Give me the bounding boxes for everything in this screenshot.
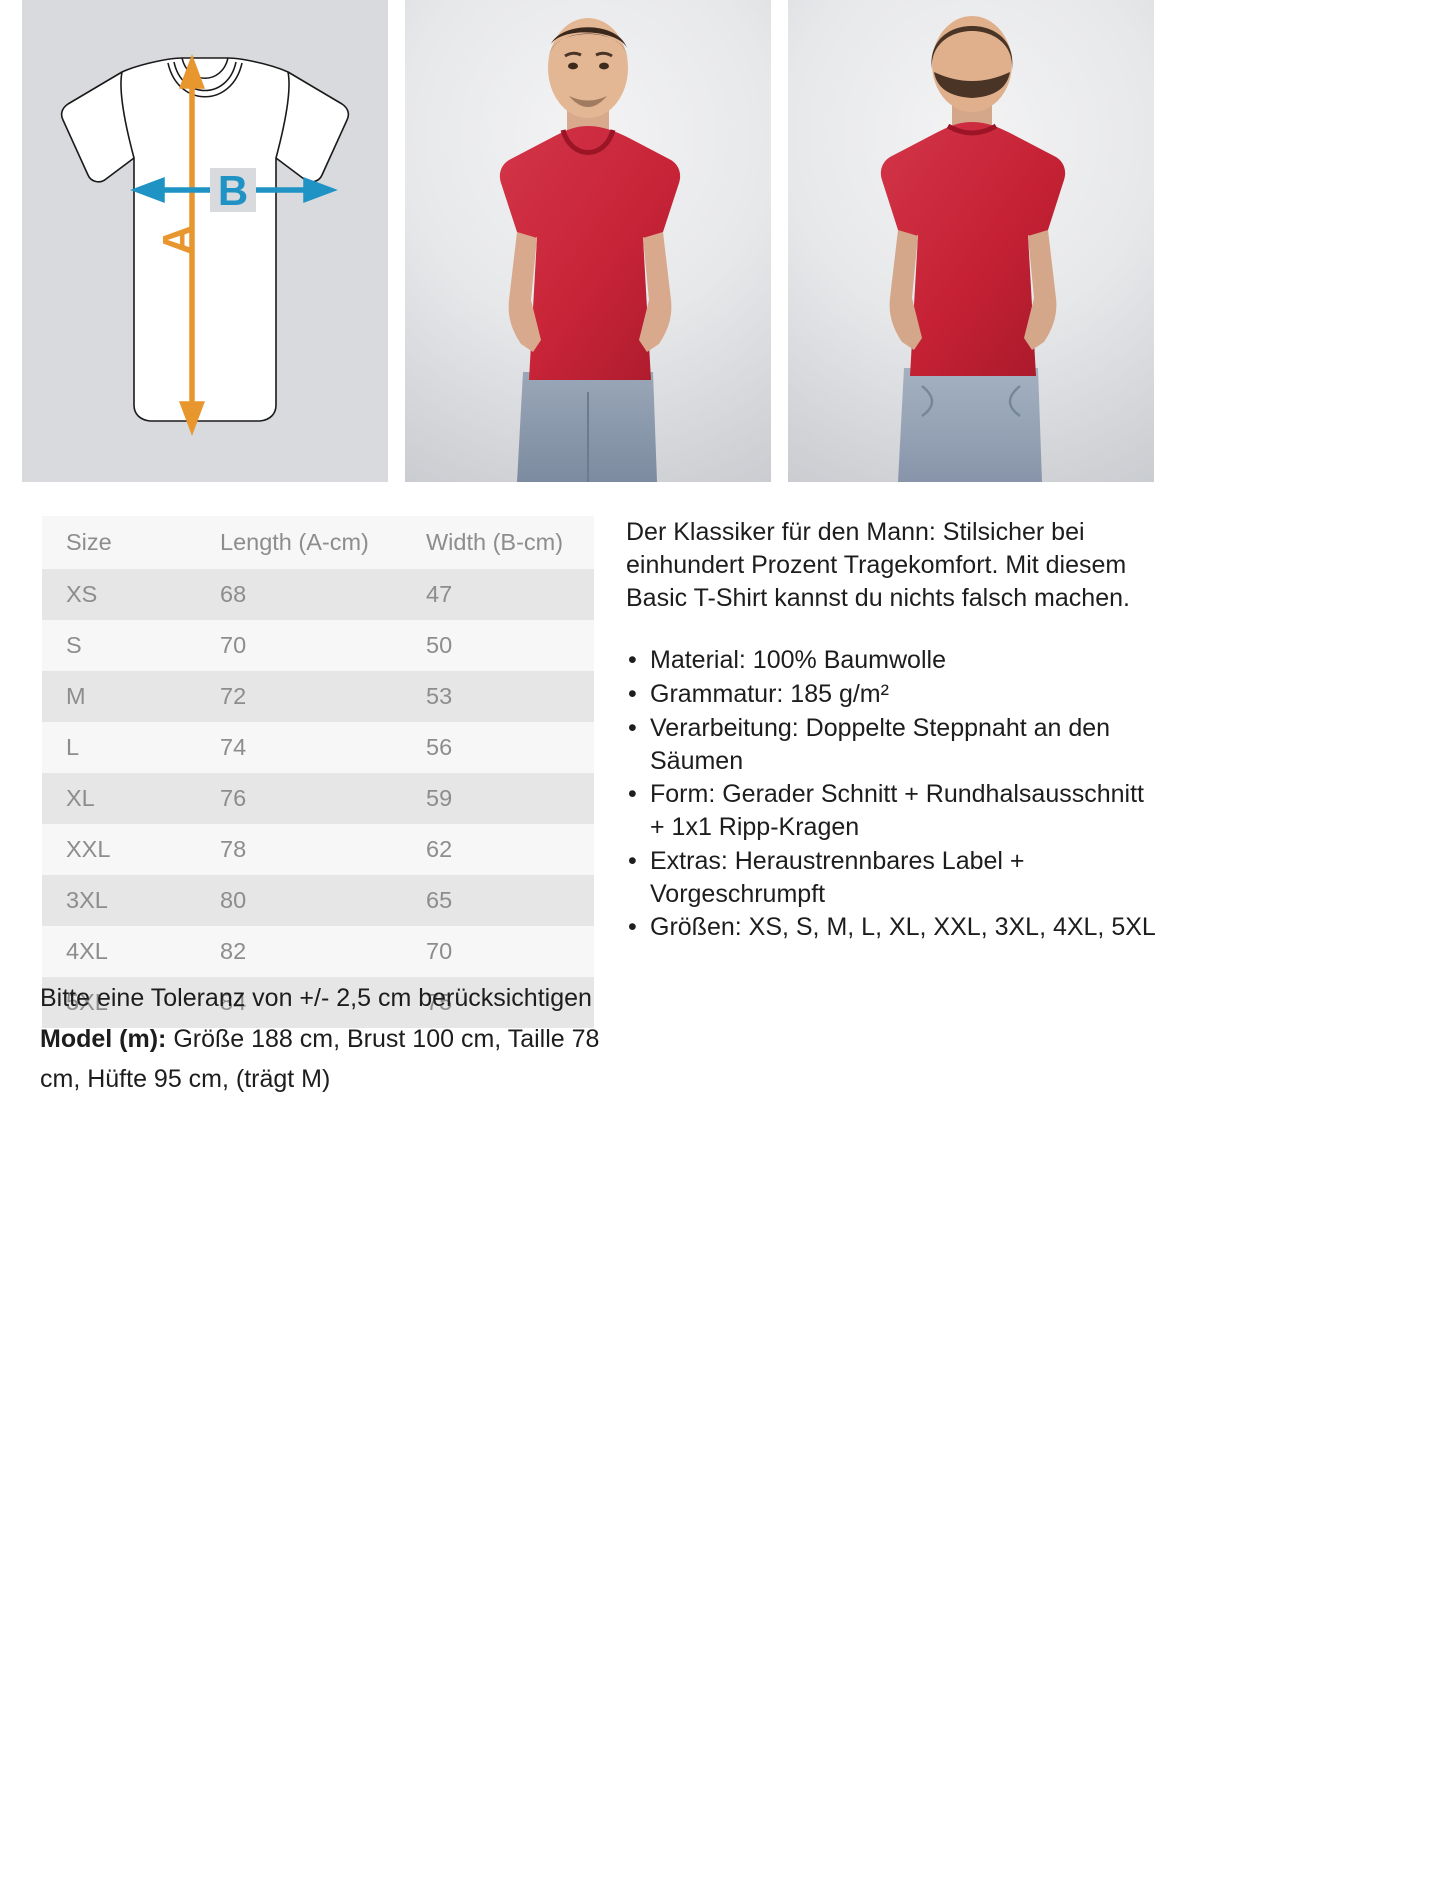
product-spec-list: • Material: 100% Baumwolle • Grammatur: 18…: [626, 644, 1156, 944]
list-item: • Form: Gerader Schnitt + Rundhalsausschn…: [626, 778, 1156, 844]
bullet-icon: •: [628, 780, 637, 809]
cell-length: 80: [212, 875, 422, 926]
tshirt-measurement-diagram: A B A B: [22, 0, 388, 482]
cell-length: 74: [212, 722, 422, 773]
cell-size: S: [42, 620, 212, 671]
cell-width: 56: [422, 722, 594, 773]
model-back-view-photo: [788, 0, 1154, 482]
bullet-icon: •: [628, 713, 637, 742]
model-label: Model (m):: [40, 1024, 167, 1053]
model-details: Größe 188 cm, Brust 100 cm, Taille 78 cm…: [40, 1024, 600, 1094]
model-front-view-photo: [405, 0, 771, 482]
svg-text:A: A: [154, 225, 201, 255]
tolerance-text: Bitte eine Toleranz von +/- 2,5 cm berüc…: [40, 984, 592, 1012]
cell-size: L: [42, 722, 212, 773]
spec-text: Extras: Heraustrennbares Label + Vorgesc…: [650, 846, 1025, 908]
description-intro: Der Klassiker für den Mann: Stilsicher b…: [626, 518, 1130, 612]
cell-width: 59: [422, 773, 594, 824]
table-row: XS 68 47: [42, 569, 594, 620]
cell-size: 3XL: [42, 875, 212, 926]
cell-length: 68: [212, 569, 422, 620]
column-header-size: Size: [42, 516, 212, 569]
table-row: L 74 56: [42, 722, 594, 773]
cell-width: 50: [422, 620, 594, 671]
cell-width: 62: [422, 824, 594, 875]
table-row: XXL 78 62: [42, 824, 594, 875]
cell-width: 53: [422, 671, 594, 722]
table-row: 3XL 80 65: [42, 875, 594, 926]
cell-size: XXL: [42, 824, 212, 875]
cell-width: 65: [422, 875, 594, 926]
cell-width: 70: [422, 926, 594, 977]
table-row: M 72 53: [42, 671, 594, 722]
list-item: • Grammatur: 185 g/m²: [626, 678, 1156, 711]
spec-text: Verarbeitung: Doppelte Steppnaht an den …: [650, 713, 1111, 775]
bullet-icon: •: [628, 680, 637, 708]
column-header-width: Width (B-cm): [422, 516, 594, 569]
spec-text: Material: 100% Baumwolle: [650, 646, 946, 675]
cell-size: 4XL: [42, 926, 212, 977]
table-row: S 70 50: [42, 620, 594, 671]
bullet-icon: •: [628, 646, 637, 675]
size-chart-header: Size Length (A-cm) Width (B-cm): [42, 516, 594, 569]
product-image-gallery: A B A B: [22, 0, 1422, 482]
spec-text: Größen: XS, S, M, L, XL, XXL, 3XL, 4XL, …: [650, 913, 1156, 942]
list-item: • Extras: Heraustrennbares Label + Vorges…: [626, 845, 1156, 911]
list-item: • Verarbeitung: Doppelte Steppnaht an den…: [626, 712, 1156, 778]
measurement-note: Bitte eine Toleranz von +/- 2,5 cm berüc…: [40, 978, 620, 1100]
product-description: Der Klassiker für den Mann: Stilsicher b…: [626, 516, 1156, 945]
table-row: XL 76 59: [42, 773, 594, 824]
size-chart-body: XS 68 47 S 70 50 M 72 53 L 74 56: [42, 569, 594, 1028]
model-back-figure: [788, 0, 1154, 482]
spec-text: Form: Gerader Schnitt + Rundhalsausschni…: [650, 780, 1144, 841]
table-row: 4XL 82 70: [42, 926, 594, 977]
cell-size: M: [42, 671, 212, 722]
cell-length: 78: [212, 824, 422, 875]
list-item: • Größen: XS, S, M, L, XL, XXL, 3XL, 4XL,…: [626, 911, 1156, 944]
svg-text:B: B: [218, 167, 248, 214]
list-item: • Material: 100% Baumwolle: [626, 644, 1156, 677]
model-front-figure: [405, 0, 771, 482]
cell-size: XS: [42, 569, 212, 620]
size-chart-table: Size Length (A-cm) Width (B-cm) XS 68 47…: [42, 516, 594, 1028]
bullet-icon: •: [628, 913, 637, 942]
cell-size: 5XL: [42, 977, 212, 1028]
spec-text: Grammatur: 185 g/m²: [650, 680, 889, 708]
column-header-length: Length (A-cm): [212, 516, 422, 569]
cell-length: 82: [212, 926, 422, 977]
cell-length: 70: [212, 620, 422, 671]
cell-size: XL: [42, 773, 212, 824]
bullet-icon: •: [628, 846, 637, 875]
cell-width: 47: [422, 569, 594, 620]
cell-length: 76: [212, 773, 422, 824]
cell-length: 72: [212, 671, 422, 722]
table-header-row: Size Length (A-cm) Width (B-cm): [42, 516, 594, 569]
cell-length: 84: [212, 977, 422, 1028]
cell-width: 75: [422, 977, 594, 1028]
table-row: 5XL 84 75: [42, 977, 594, 1028]
